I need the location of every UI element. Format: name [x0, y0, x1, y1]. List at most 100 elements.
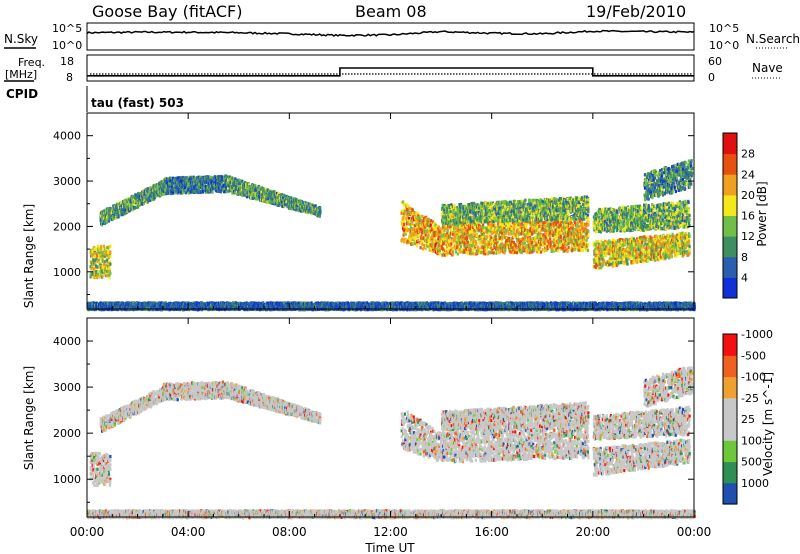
- rti-cell: [103, 245, 105, 248]
- nsky-label: N.Sky: [4, 32, 38, 46]
- nsearch-tick-high: 10^5: [709, 22, 739, 35]
- rti-cell: [465, 244, 467, 247]
- rti-cell: [185, 191, 187, 194]
- rti-cell: [422, 247, 424, 250]
- rti-cell: [403, 220, 405, 223]
- rti-cell: [550, 240, 552, 243]
- rti-cell: [109, 251, 111, 254]
- rti-cell: [430, 224, 432, 227]
- rti-cell: [109, 245, 111, 248]
- rti-cell: [421, 243, 423, 246]
- noise-panel-frame: [87, 23, 694, 50]
- rti-cell: [494, 223, 496, 226]
- rti-cell: [483, 232, 485, 235]
- rti-cell: [538, 250, 540, 253]
- rti-cell: [466, 236, 468, 239]
- nave-tick-low: 0: [708, 71, 715, 84]
- nsearch-label: N.Search: [746, 32, 800, 46]
- rti-cell: [582, 249, 584, 252]
- rti-cell: [433, 234, 435, 237]
- rti-cell: [448, 240, 450, 243]
- rti-cell: [211, 191, 213, 194]
- rti-cell: [460, 245, 462, 248]
- rti-cell: [427, 242, 429, 245]
- nsky-tick-high: 10^5: [52, 22, 82, 35]
- rti-cell: [93, 267, 95, 270]
- rti-cell: [508, 232, 510, 235]
- rti-cell: [283, 194, 285, 197]
- rti-cell: [587, 220, 589, 223]
- nave-label: Nave: [752, 61, 783, 75]
- rti-cell: [567, 249, 569, 252]
- rti-cell: [486, 249, 488, 252]
- rti-cell: [577, 232, 579, 235]
- rti-cell: [109, 272, 111, 275]
- rti-cell: [197, 191, 199, 194]
- rti-cell: [476, 234, 478, 237]
- rti-cell: [548, 229, 550, 232]
- rti-cell: [452, 252, 454, 255]
- rti-cell: [557, 249, 559, 252]
- rti-cell: [447, 229, 449, 232]
- rti-cell: [430, 219, 432, 222]
- rti-cell: [100, 247, 102, 250]
- rti-cell: [475, 242, 477, 245]
- rti-cell: [408, 222, 410, 225]
- rti-cell: [587, 230, 589, 233]
- rti-cell: [420, 246, 422, 249]
- rti-cell: [551, 250, 553, 253]
- rti-cell: [169, 177, 171, 180]
- rti-cell: [572, 224, 574, 227]
- rti-cell: [109, 262, 111, 265]
- rti-cell: [587, 249, 589, 252]
- rti-cell: [508, 237, 510, 240]
- rti-cell: [435, 243, 437, 246]
- rti-cell: [408, 219, 410, 222]
- rti-cell: [568, 246, 570, 249]
- rti-cell: [319, 207, 321, 210]
- rti-cell: [531, 241, 533, 244]
- rti-cell: [523, 249, 525, 252]
- rti-cell: [454, 204, 456, 207]
- rti-cell: [493, 251, 495, 254]
- rti-cell: [421, 231, 423, 234]
- rti-cell: [521, 251, 523, 254]
- freq-unit-label: [MHz]: [5, 68, 37, 81]
- cpid-value: tau (fast) 503: [91, 96, 184, 110]
- rti-cell: [202, 190, 204, 193]
- rti-cell: [587, 243, 589, 246]
- rti-cell: [549, 235, 551, 238]
- cpid-label: CPID: [6, 87, 38, 101]
- freq-tick-low: 8: [66, 71, 73, 84]
- rti-cell: [416, 244, 418, 247]
- rti-cell: [408, 207, 410, 210]
- date-title: 19/Feb/2010: [586, 2, 686, 21]
- rti-cell: [521, 222, 523, 225]
- rti-cell: [539, 246, 541, 249]
- rti-cell: [417, 212, 419, 215]
- rti-cell: [96, 266, 98, 269]
- rti-cell: [169, 179, 171, 182]
- rti-cell: [564, 244, 566, 247]
- freq-series-line: [87, 68, 694, 76]
- nsky-tick-low: 10^0: [52, 39, 82, 52]
- rti-cell: [516, 251, 518, 254]
- rti-cell: [510, 232, 512, 235]
- rti-cell: [529, 233, 531, 236]
- rti-cell: [109, 255, 111, 258]
- nave-tick-high: 60: [708, 55, 722, 68]
- rti-cell: [450, 242, 452, 245]
- rti-cell: [319, 210, 321, 213]
- freq-tick-high: 18: [60, 55, 74, 68]
- nsearch-tick-low: 10^0: [709, 39, 739, 52]
- rti-cell: [587, 223, 589, 226]
- rti-cell: [439, 252, 441, 255]
- rti-cell: [514, 251, 516, 254]
- rti-cell: [515, 244, 517, 247]
- rti-cell: [486, 235, 488, 238]
- nsky-series-line: [87, 31, 694, 37]
- station-title: Goose Bay (fitACF): [92, 2, 242, 21]
- rti-cell: [94, 248, 96, 251]
- rti-cell: [587, 234, 589, 237]
